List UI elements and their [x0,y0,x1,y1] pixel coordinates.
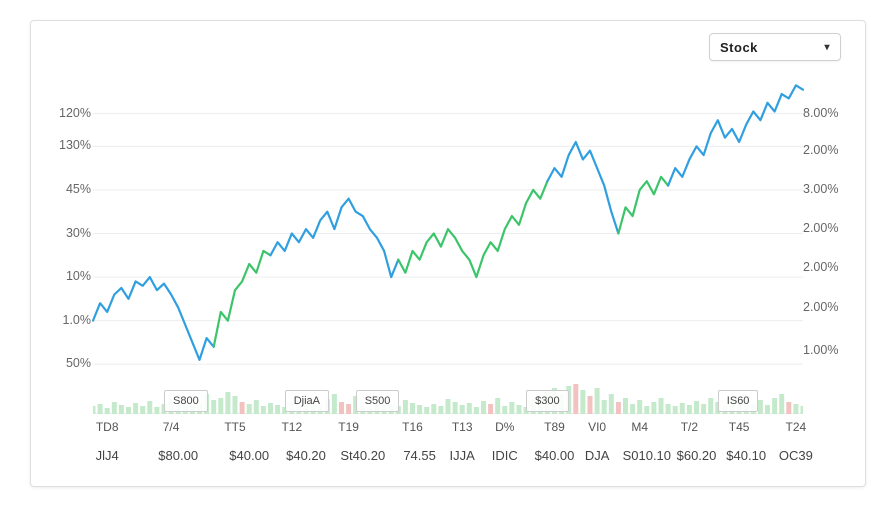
x-tick-row1: M4 [631,420,648,434]
y-right-label: 2.00% [803,260,851,274]
x-tick-row1: D% [495,420,514,434]
y-left-label: 130% [47,138,91,152]
chevron-down-icon: ▾ [824,42,830,53]
x-tick-row1: T89 [544,420,565,434]
x-tick-row2: OC39 [779,448,813,463]
x-axis-row2: JlJ4 $80.00 $40.00 $40.20 St40.20 74.55 IJJA ID… [93,448,803,466]
x-tick-row1: 7/4 [163,420,180,434]
x-tick-row2: $40.00 [229,448,269,463]
x-tick-row1: T16 [402,420,423,434]
x-tick-row1: T13 [452,420,473,434]
index-box[interactable]: S800 [164,390,208,412]
x-tick-row1: TD8 [96,420,119,434]
x-tick-row2: DJA [585,448,610,463]
y-right-label: 2.00% [803,143,851,157]
chart-plot-area [93,81,803,386]
chart-frame: Stock ▾ 120% 130% 45% 30% 10% 1.0% 50% 8.00% 2.… [30,20,866,487]
x-tick-row1: TT5 [224,420,245,434]
index-box[interactable]: IS60 [718,390,759,412]
x-tick-row1: T45 [729,420,750,434]
x-tick-row2: St40.20 [340,448,385,463]
x-tick-row1: T/2 [681,420,698,434]
y-left-label: 30% [47,226,91,240]
x-tick-row2: $80.00 [158,448,198,463]
y-right-label: 2.00% [803,300,851,314]
y-right-label: 1.00% [803,343,851,357]
x-tick-row1: T19 [338,420,359,434]
y-left-label: 45% [47,182,91,196]
index-box[interactable]: DjiaA [285,390,329,412]
index-box[interactable]: $300 [526,390,568,412]
y-right-label: 8.00% [803,106,851,120]
x-tick-row2: IDIC [492,448,518,463]
chart-svg [93,81,803,386]
dropdown-label: Stock [720,40,758,55]
x-axis-row1: TD87/4TT5T12T19T16T13D%T89VI0M4T/2T45T24 [93,420,803,436]
x-tick-row2: $40.20 [286,448,326,463]
y-left-label: 120% [47,106,91,120]
y-left-label: 50% [47,356,91,370]
index-box[interactable]: S500 [356,390,400,412]
y-right-label: 3.00% [803,182,851,196]
x-tick-row2: IJJA [450,448,475,463]
y-left-label: 10% [47,269,91,283]
y-left-label: 1.0% [47,313,91,327]
x-tick-row2: $40.10 [726,448,766,463]
series-dropdown[interactable]: Stock ▾ [709,33,841,61]
x-tick-row2: $40.00 [535,448,575,463]
x-tick-row2: 74.55 [403,448,436,463]
x-tick-row2: JlJ4 [96,448,119,463]
x-tick-row2: S010.10 [623,448,671,463]
x-tick-row2: $60.20 [677,448,717,463]
y-right-label: 2.00% [803,221,851,235]
x-tick-row1: VI0 [588,420,606,434]
x-tick-row1: T24 [786,420,807,434]
x-tick-row1: T12 [281,420,302,434]
